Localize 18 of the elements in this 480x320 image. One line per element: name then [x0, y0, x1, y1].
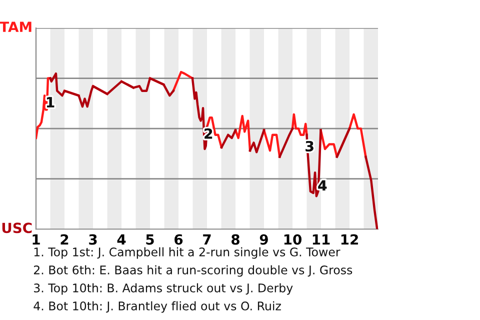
text: TAM — [0, 22, 32, 32]
text: 2. Bot 6th: E. Baas hit a run-scoring double vs J. Gross — [34, 265, 352, 277]
x-tick-label: 1 — [32, 234, 40, 245]
text: 1. Top 1st: J. Campbell hit a 2-run single vs G. Tower — [34, 247, 340, 259]
x-tick-label: 3 — [89, 234, 97, 245]
x-tick-label: 8 — [232, 234, 240, 245]
x-tick-label: 4 — [117, 234, 126, 245]
x-tick-label: 7 — [203, 234, 211, 245]
text: USC — [2, 222, 32, 234]
x-tick-label: 6 — [174, 234, 183, 245]
x-tick-label: 9 — [260, 234, 268, 245]
x-tick-label: 2 — [60, 234, 68, 245]
x-tick-label: 5 — [146, 234, 154, 245]
x-tick-label: 12 — [341, 234, 358, 245]
x-tick-label: 11 — [312, 234, 330, 245]
x-tick-label: 10 — [284, 234, 302, 245]
text: 3. Top 10th: B. Adams struck out vs J. Derby — [34, 283, 293, 295]
text: 4. Bot 10th: J. Brantley flied out vs O. Ruiz — [34, 301, 281, 313]
